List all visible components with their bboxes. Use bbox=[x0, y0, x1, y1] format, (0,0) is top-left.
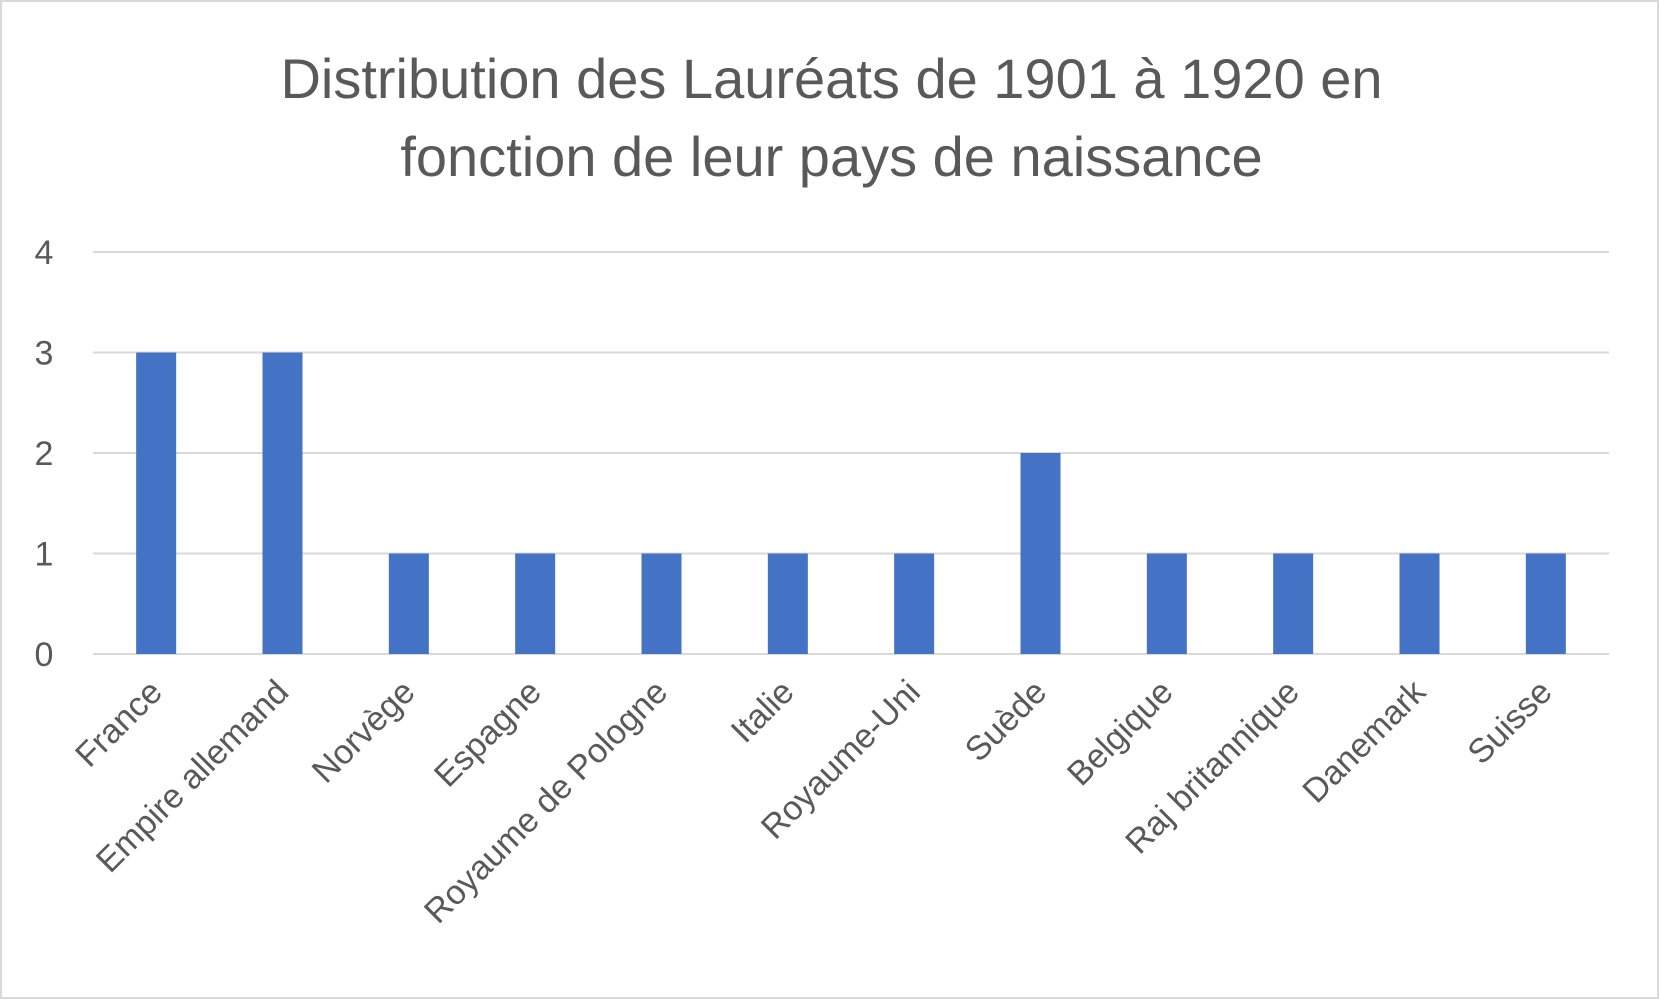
bar-9 bbox=[1273, 553, 1314, 654]
bar-10 bbox=[1399, 553, 1440, 654]
chart-title-line-1: Distribution des Lauréats de 1901 à 1920… bbox=[280, 47, 1383, 110]
bar-1 bbox=[262, 352, 303, 654]
bar-6 bbox=[894, 553, 935, 654]
x-category-label: France bbox=[68, 673, 170, 775]
x-category-label: Italie bbox=[724, 673, 802, 751]
y-tick-label: 3 bbox=[35, 335, 54, 373]
y-tick-label: 4 bbox=[35, 234, 54, 272]
bar-8 bbox=[1146, 553, 1187, 654]
x-category-label: Belgique bbox=[1060, 673, 1180, 793]
bar-11 bbox=[1525, 553, 1566, 654]
bars bbox=[136, 352, 1566, 654]
chart-title-line-2: fonction de leur pays de naissance bbox=[400, 125, 1263, 188]
x-category-label: Suède bbox=[958, 673, 1054, 769]
x-category-label: Espagne bbox=[427, 673, 549, 795]
x-category-label: Norvège bbox=[305, 673, 423, 791]
y-tick-label: 0 bbox=[35, 636, 54, 674]
x-category-label: Royaume de Pologne bbox=[417, 673, 675, 931]
x-category-label: Suisse bbox=[1460, 673, 1559, 772]
bar-2 bbox=[388, 553, 429, 654]
y-axis-ticks: 0 1 2 3 4 bbox=[35, 234, 54, 674]
bar-5 bbox=[767, 553, 808, 654]
x-category-label: Danemark bbox=[1295, 672, 1433, 810]
chart-title: Distribution des Lauréats de 1901 à 1920… bbox=[2, 40, 1659, 196]
y-tick-label: 1 bbox=[35, 536, 54, 574]
bar-7 bbox=[1020, 453, 1061, 654]
gridlines bbox=[93, 251, 1609, 655]
bar-0 bbox=[136, 352, 177, 654]
bar-3 bbox=[515, 553, 556, 654]
bar-4 bbox=[641, 553, 682, 654]
y-tick-label: 2 bbox=[35, 435, 54, 473]
